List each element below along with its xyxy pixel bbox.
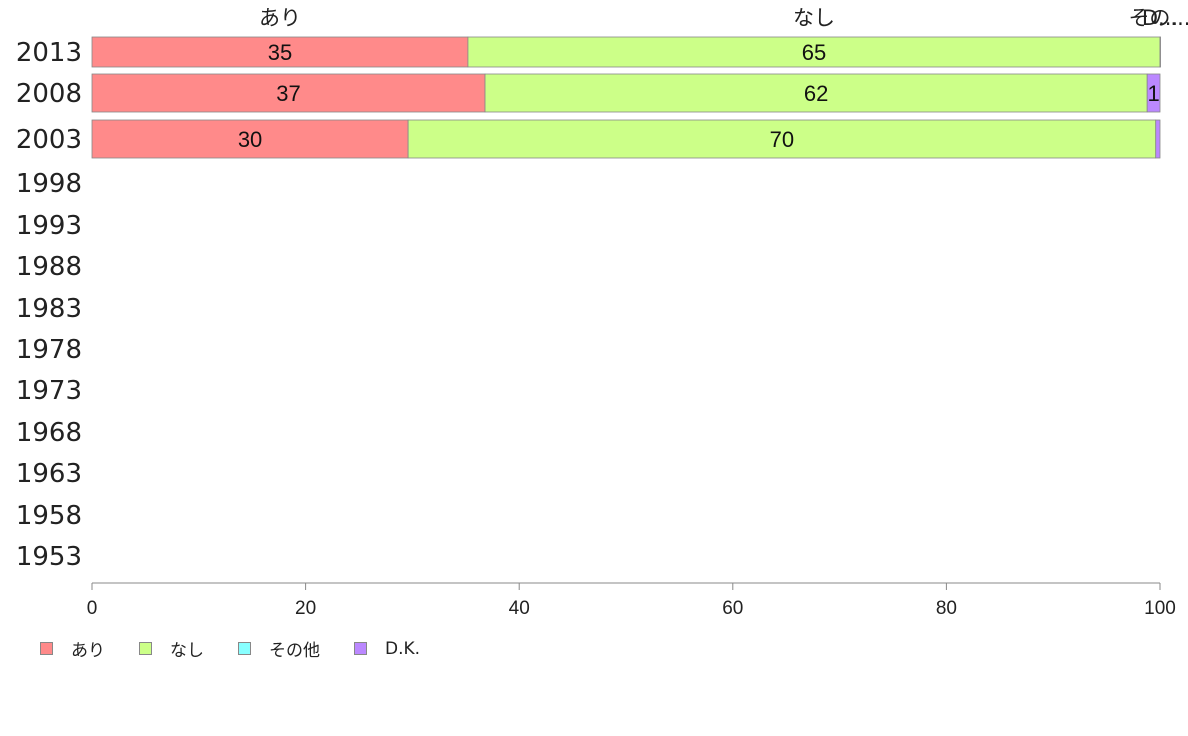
top-label: その... bbox=[1128, 6, 1188, 30]
category-label: 2008 bbox=[16, 79, 82, 109]
bar-segment bbox=[484, 73, 1148, 113]
x-tick-label: 0 bbox=[87, 598, 98, 619]
data-label: 30 bbox=[238, 127, 262, 152]
top-label: なし bbox=[793, 6, 835, 30]
category-label: 1973 bbox=[16, 376, 82, 406]
category-label: 1998 bbox=[16, 169, 82, 199]
category-label: 1988 bbox=[16, 252, 82, 282]
legend-swatch bbox=[238, 642, 251, 655]
legend-label: その他 bbox=[269, 641, 320, 661]
category-label: 1983 bbox=[16, 294, 82, 324]
data-label: 65 bbox=[802, 40, 826, 65]
category-label: 1963 bbox=[16, 459, 82, 489]
x-tick-label: 20 bbox=[295, 598, 316, 619]
data-label: 35 bbox=[268, 40, 292, 65]
data-label: 62 bbox=[804, 81, 828, 106]
category-label: 1968 bbox=[16, 418, 82, 448]
legend-swatch bbox=[354, 642, 367, 655]
x-tick-label: 100 bbox=[1144, 598, 1176, 619]
bar-segment bbox=[91, 36, 469, 68]
data-label: 70 bbox=[770, 127, 794, 152]
bar-segment bbox=[91, 73, 486, 113]
top-label: D... bbox=[1142, 6, 1178, 30]
legend-label: D.K. bbox=[385, 638, 421, 659]
data-label: 1 bbox=[1147, 81, 1159, 106]
legend-swatch bbox=[40, 642, 53, 655]
bar-segment bbox=[91, 119, 409, 159]
x-tick-label: 40 bbox=[509, 598, 530, 619]
legend-item: あり bbox=[40, 636, 105, 661]
legend-item: なし bbox=[139, 636, 204, 661]
data-label: 37 bbox=[276, 81, 300, 106]
bar-segment bbox=[407, 119, 1157, 159]
category-label: 1958 bbox=[16, 501, 82, 531]
bar-segment bbox=[1146, 73, 1161, 113]
legend-item: その他 bbox=[238, 636, 320, 661]
legend-label: あり bbox=[71, 641, 105, 661]
bar-segment bbox=[467, 36, 1161, 68]
top-label: あり bbox=[259, 6, 301, 30]
x-tick-label: 80 bbox=[936, 598, 957, 619]
bar-segment bbox=[1159, 36, 1161, 68]
legend: あり なし その他 D.K. bbox=[40, 636, 454, 661]
legend-item: D.K. bbox=[354, 639, 420, 659]
legend-label: なし bbox=[170, 641, 204, 661]
x-tick-label: 60 bbox=[722, 598, 743, 619]
category-label: 1953 bbox=[16, 542, 82, 572]
legend-swatch bbox=[139, 642, 152, 655]
bar-segment bbox=[1155, 119, 1161, 159]
category-label: 1978 bbox=[16, 335, 82, 365]
category-label: 2003 bbox=[16, 125, 82, 155]
category-label: 2013 bbox=[16, 38, 82, 68]
category-label: 1993 bbox=[16, 211, 82, 241]
